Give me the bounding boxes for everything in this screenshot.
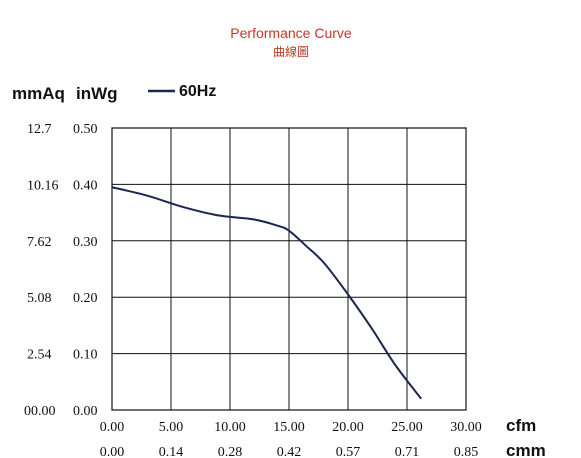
y-tick-label-inwg: 0.10 bbox=[73, 348, 98, 363]
x-tick-label-cfm: 30.00 bbox=[450, 420, 482, 435]
x-tick-label-cfm: 20.00 bbox=[332, 420, 364, 435]
y-tick-label-inwg: 0.30 bbox=[73, 235, 98, 250]
y-tick-label-mmaq: 5.08 bbox=[27, 291, 52, 306]
legend-label-60hz: 60Hz bbox=[179, 83, 216, 100]
x-axis-unit-cmm: cmm bbox=[506, 441, 546, 458]
x-axis-unit-cfm: cfm bbox=[506, 416, 536, 435]
x-tick-label-cmm: 0.42 bbox=[277, 445, 302, 458]
x-tick-label-cmm: 0.57 bbox=[336, 445, 361, 458]
y-tick-label-inwg: 0.00 bbox=[73, 404, 98, 419]
chart-title: Performance Curve bbox=[230, 25, 352, 41]
y-axis-unit-inwg: inWg bbox=[76, 84, 118, 103]
x-tick-label-cmm: 0.00 bbox=[100, 445, 125, 458]
series-line-60hz bbox=[111, 186, 422, 400]
x-tick-label-cmm: 0.28 bbox=[218, 445, 243, 458]
x-tick-label-cfm: 15.00 bbox=[273, 420, 305, 435]
y-tick-label-inwg: 0.50 bbox=[73, 122, 98, 137]
x-tick-label-cfm: 0.00 bbox=[100, 420, 125, 435]
x-tick-label-cfm: 5.00 bbox=[159, 420, 184, 435]
y-tick-label-mmaq: 7.62 bbox=[27, 235, 52, 250]
x-tick-label-cfm: 25.00 bbox=[391, 420, 423, 435]
x-tick-label-cmm: 0.71 bbox=[395, 445, 420, 458]
chart-subtitle: 曲線圖 bbox=[273, 44, 309, 59]
y-tick-label-mmaq: 2.54 bbox=[27, 348, 52, 363]
y-tick-label-inwg: 0.40 bbox=[73, 178, 98, 193]
x-tick-label-cmm: 0.14 bbox=[159, 445, 184, 458]
y-tick-label-mmaq: 12.7 bbox=[27, 122, 52, 137]
x-tick-label-cfm: 10.00 bbox=[214, 420, 246, 435]
y-tick-label-mmaq: 00.00 bbox=[24, 404, 56, 419]
y-tick-label-mmaq: 10.16 bbox=[27, 178, 59, 193]
y-axis-unit-mmaq: mmAq bbox=[12, 84, 65, 103]
y-tick-label-inwg: 0.20 bbox=[73, 291, 98, 306]
x-tick-label-cmm: 0.85 bbox=[454, 445, 479, 458]
